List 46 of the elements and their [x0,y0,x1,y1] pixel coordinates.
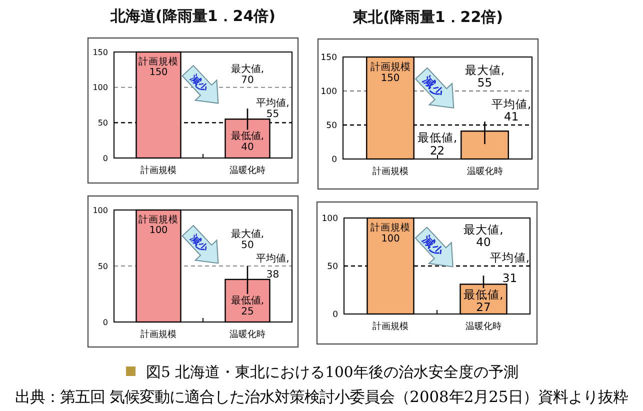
data-label: 平均値, 55 [256,97,290,120]
x-tick-label: 温暖化時 [466,166,503,177]
y-tick-label: 0 [332,154,337,165]
y-tick-label: 0 [332,310,338,320]
x-tick-label: 温暖化時 [466,321,502,332]
y-tick-label: 50 [326,120,337,131]
caption: 図5 北海道・東北における100年後の治水安全度の予測 [146,364,518,381]
x-tick-label: 計画規模 [140,165,176,176]
data-label: 計画規模 100 [138,214,178,236]
source-note: 出典：第五回 気候変動に適合した治水対策検討小委員会（2008年2月25日）資料より抜粋 [14,388,628,406]
y-tick-label: 50 [98,118,108,128]
annotation: 減少 [186,71,211,96]
y-tick-label: 50 [327,262,338,272]
data-label: 計画規模 100 [370,222,410,244]
x-tick-label: 計画規模 [372,321,408,332]
annotation: 最低値, 22 [417,130,458,158]
y-tick-label: 100 [92,206,108,215]
y-tick-label: 0 [102,154,108,163]
data-label: 計画規模 150 [138,56,178,78]
data-label: 計画規模 150 [370,60,410,84]
annotation: 最低値, 27 [464,287,504,314]
y-tick-label: 150 [92,48,108,57]
x-tick-label: 計画規模 [140,329,176,340]
annotation: 減少 [419,72,448,102]
annotation: 最大値, 40 [464,222,504,249]
y-tick-label: 0 [102,318,108,327]
chart-title: 東北(降雨量1．22倍) [352,8,504,26]
y-tick-label: 100 [322,214,338,224]
annotation: 最低値, 25 [230,294,264,318]
data-label: 平均値, 31 [490,250,530,286]
annotation: 減少 [186,231,211,256]
chart-title: 北海道(降雨量1．24倍) [109,7,276,25]
annotation: 最大値, 50 [230,228,264,251]
annotation: 最大値, 70 [230,62,264,86]
y-tick-label: 100 [92,83,108,92]
annotation: 最低値, 40 [230,130,264,154]
x-tick-label: 温暖化時 [230,329,266,340]
data-label: 平均値, 38 [256,252,290,280]
y-tick-label: 50 [98,262,108,271]
x-tick-label: 計画規模 [372,166,408,177]
annotation: 最大値, 55 [464,62,505,90]
y-tick-label: 100 [320,86,337,97]
x-tick-label: 温暖化時 [230,165,266,176]
data-label: 平均値, 41 [492,96,532,124]
annotation: 減少 [418,232,447,260]
y-tick-label: 150 [320,52,337,63]
